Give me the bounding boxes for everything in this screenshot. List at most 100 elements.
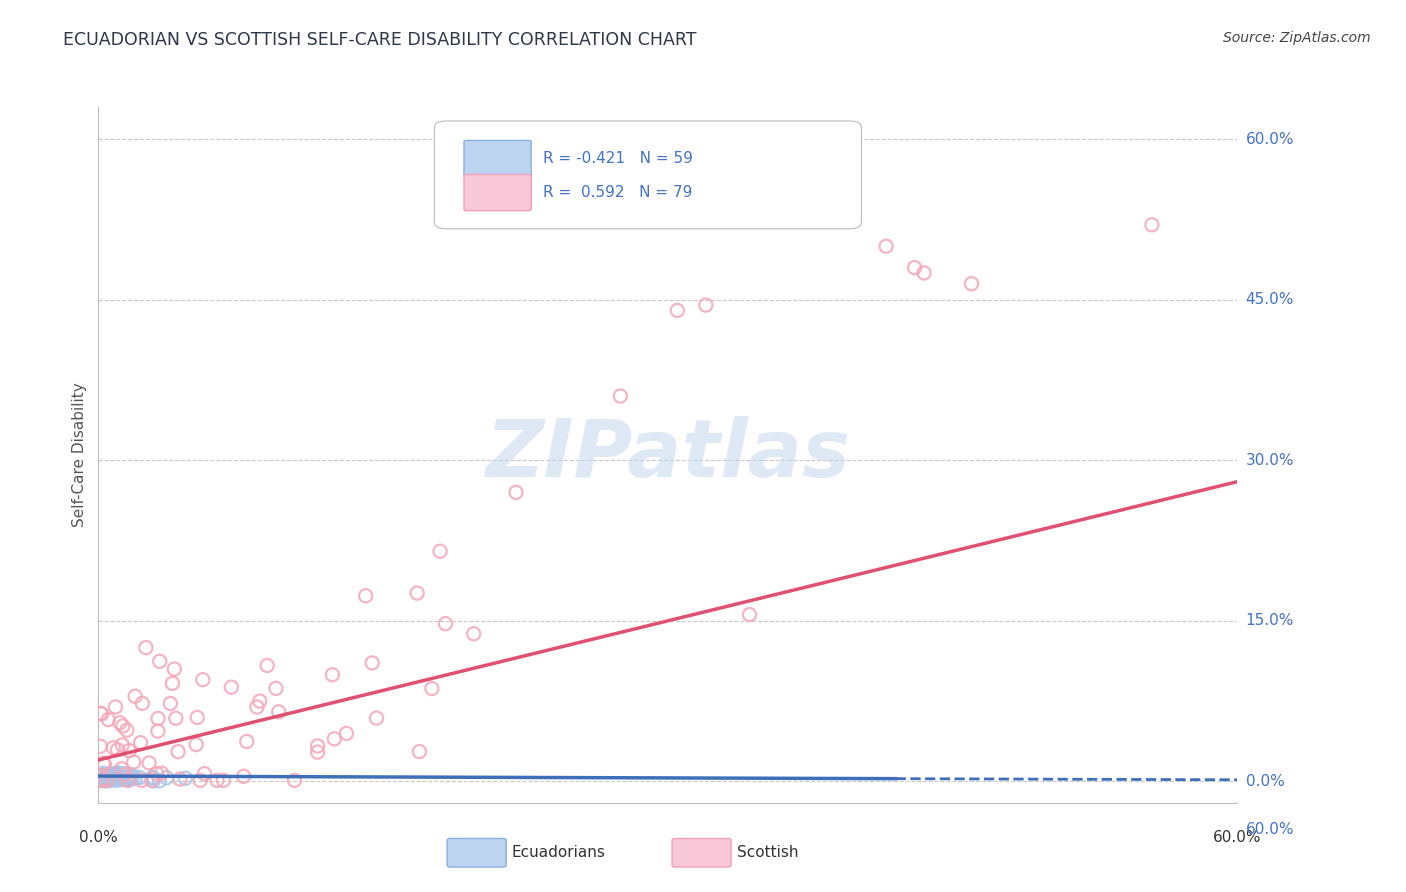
- Point: [90, 773, 112, 788]
- Point: [169, 772, 191, 786]
- Point: [307, 739, 329, 753]
- Point: [93, 773, 115, 788]
- Point: [246, 700, 269, 714]
- Point: [267, 705, 290, 719]
- Point: [463, 626, 485, 640]
- Point: [118, 744, 141, 758]
- Point: [205, 773, 228, 788]
- Point: [98, 772, 121, 786]
- Point: [93, 766, 115, 780]
- Text: 60.0%: 60.0%: [1246, 132, 1294, 146]
- Point: [108, 715, 131, 730]
- Point: [110, 772, 132, 787]
- Point: [131, 697, 153, 711]
- Point: [105, 766, 128, 780]
- Point: [128, 771, 150, 785]
- Point: [97, 771, 120, 785]
- Point: [101, 768, 124, 782]
- Point: [94, 770, 117, 784]
- Point: [97, 773, 120, 788]
- Point: [695, 298, 717, 312]
- Point: [124, 771, 146, 785]
- Point: [89, 773, 111, 788]
- Point: [100, 770, 122, 784]
- FancyBboxPatch shape: [434, 121, 862, 229]
- Point: [104, 772, 127, 786]
- Point: [323, 731, 346, 746]
- Point: [146, 712, 169, 726]
- Point: [505, 485, 527, 500]
- Point: [89, 706, 111, 721]
- Point: [221, 680, 243, 694]
- Point: [146, 724, 169, 739]
- Point: [108, 768, 131, 782]
- Point: [354, 589, 377, 603]
- Point: [429, 544, 451, 558]
- Point: [188, 773, 211, 788]
- Point: [212, 773, 235, 788]
- Point: [115, 772, 138, 786]
- Text: 15.0%: 15.0%: [1246, 614, 1294, 628]
- Point: [159, 697, 181, 711]
- Point: [141, 771, 163, 785]
- Point: [103, 772, 125, 786]
- Point: [1140, 218, 1163, 232]
- Point: [91, 773, 114, 788]
- Text: 60.0%: 60.0%: [1213, 830, 1261, 845]
- Point: [89, 739, 111, 754]
- Point: [100, 768, 122, 782]
- Point: [104, 767, 127, 781]
- Point: [105, 773, 128, 788]
- Point: [256, 658, 278, 673]
- Point: [408, 745, 430, 759]
- Point: [738, 607, 761, 622]
- Text: 0.0%: 0.0%: [1246, 774, 1284, 789]
- Point: [406, 586, 429, 600]
- Point: [101, 770, 124, 784]
- Point: [142, 771, 165, 785]
- Point: [135, 640, 157, 655]
- Point: [156, 771, 179, 785]
- Text: ZIPatlas: ZIPatlas: [485, 416, 851, 494]
- Point: [142, 773, 165, 788]
- Point: [111, 738, 134, 752]
- Point: [163, 662, 186, 676]
- Text: R = -0.421   N = 59: R = -0.421 N = 59: [543, 151, 692, 166]
- Point: [249, 694, 271, 708]
- Point: [94, 772, 117, 787]
- Point: [960, 277, 983, 291]
- Point: [162, 676, 184, 690]
- Point: [118, 769, 141, 783]
- Point: [366, 711, 388, 725]
- Point: [420, 681, 443, 696]
- Text: Ecuadorians: Ecuadorians: [512, 846, 606, 860]
- Point: [91, 756, 114, 771]
- Point: [96, 772, 118, 787]
- Point: [111, 719, 134, 733]
- Point: [666, 303, 689, 318]
- Point: [103, 767, 125, 781]
- Point: [91, 768, 114, 782]
- Point: [121, 768, 143, 782]
- Text: Source: ZipAtlas.com: Source: ZipAtlas.com: [1223, 31, 1371, 45]
- Point: [90, 706, 112, 721]
- Point: [111, 772, 134, 787]
- Point: [93, 771, 115, 785]
- Point: [124, 690, 146, 704]
- Point: [90, 769, 112, 783]
- Point: [104, 769, 127, 783]
- Point: [96, 771, 118, 785]
- Point: [236, 734, 259, 748]
- Point: [107, 742, 129, 756]
- Point: [112, 771, 135, 785]
- Point: [103, 740, 125, 755]
- Point: [167, 745, 190, 759]
- Point: [174, 771, 197, 785]
- Point: [141, 773, 163, 788]
- Point: [98, 771, 121, 785]
- Point: [100, 767, 122, 781]
- Point: [117, 772, 139, 786]
- Point: [89, 769, 111, 783]
- Point: [138, 756, 160, 770]
- Point: [165, 711, 187, 725]
